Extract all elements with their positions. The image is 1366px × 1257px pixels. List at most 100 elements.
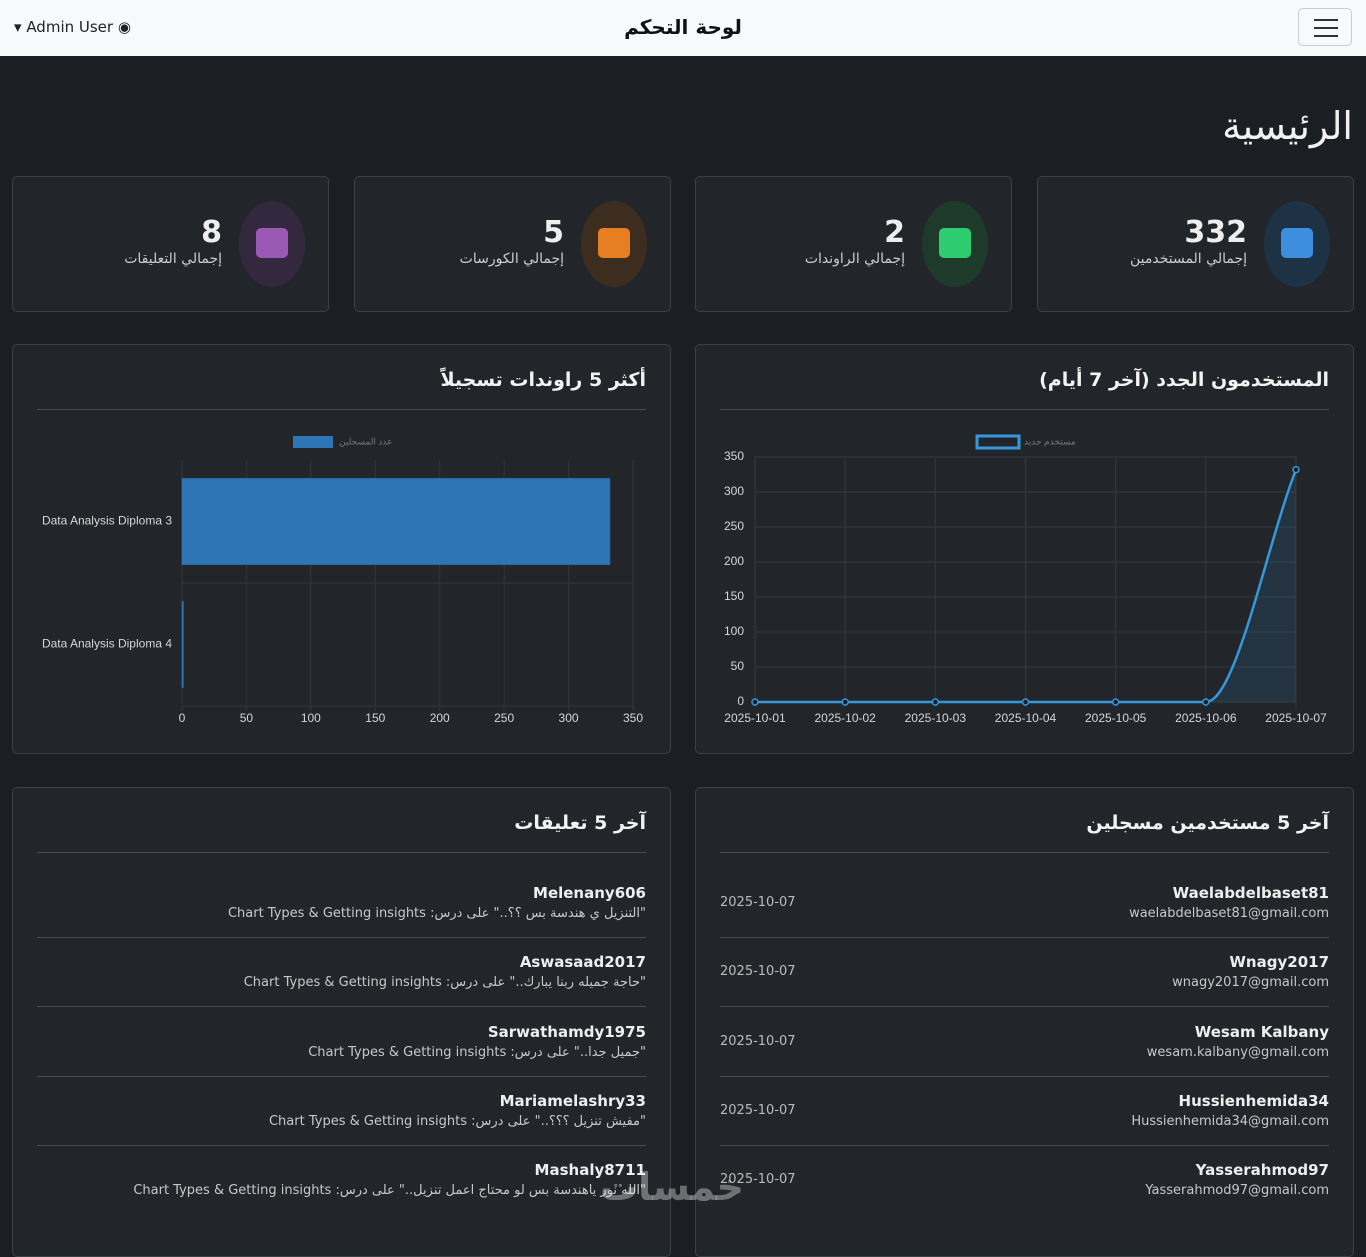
y-tick-label: 200 [724,554,744,568]
y-tick-label: Data Analysis Diploma 3 [42,514,172,528]
y-tick-label: Data Analysis Diploma 4 [42,637,172,651]
user-name[interactable]: Admin User [26,18,114,36]
chart-card: أكثر 5 راوندات تسجيلاً عدد المسجلين 0 50 100… [12,344,671,754]
x-tick-label: 2025-10-07 [1265,711,1327,725]
x-tick-label: 300 [559,711,579,725]
y-tick-label: 50 [731,659,745,673]
chart: عدد المسجلين 0 50 100 150 200 250 300 350 Data An… [42,436,643,725]
bar [181,600,184,689]
point [751,698,759,706]
chart-title: المستخدمون الجدد (آخر 7 أيام) [1039,369,1329,391]
row-date: 2025-10-07 [720,1033,796,1049]
stat-value: 5 [543,215,564,250]
row-name: Wnagy2017 [1229,953,1329,972]
row-detail: "حاجة جميله ربنا يبارك.." على درس: Chart… [243,975,646,991]
menu-toggle[interactable] [1298,8,1352,46]
row-name: Wesam Kalbany [1194,1022,1329,1041]
x-tick-label: 2025-10-02 [814,711,876,725]
x-tick-label: 2025-10-03 [905,711,967,725]
point [1202,698,1210,706]
chart-card: المستخدمون الجدد (آخر 7 أيام) مستخدم جديد… [695,344,1354,754]
stat-icon [581,201,647,287]
stat-value: 2 [884,215,905,250]
stat-card: 2 إجمالي الراوندات [695,176,1012,312]
point [1292,465,1300,474]
y-tick-label: 100 [724,624,744,638]
line-area [755,469,1296,702]
y-tick-label: 250 [724,519,744,533]
stat-label: إجمالي المستخدمين [1129,251,1247,267]
divider [720,852,1329,853]
point [931,698,940,706]
point [1021,698,1030,706]
x-tick-label: 100 [301,711,321,725]
row-detail: waelabdelbaset81@gmail.com [1129,906,1329,921]
stat-label: إجمالي الراوندات [804,251,905,267]
stat-icon [239,201,305,287]
y-tick-label: 0 [737,694,744,708]
legend-label: عدد المسجلين [339,436,392,447]
legend-label: مستخدم جديد [1024,436,1076,447]
page-title: الرئيسية [1222,104,1353,148]
row-name: Hussienhemida34 [1178,1091,1329,1110]
row-name: Melenany606 [533,884,646,902]
navbar: ▾ Admin User ◉ لوحة التحكم [0,0,1366,56]
row-detail: "جميل جدا.." على درس: Chart Types & Gett… [308,1044,646,1060]
stat-label: إجمالي التعليقات [124,251,222,267]
stat-icon-glyph [1281,228,1313,258]
stat-icon [1264,201,1330,287]
divider [720,409,1329,410]
row-date: 2025-10-07 [720,964,796,980]
stat-icon-glyph [939,228,971,258]
stat-icon [922,201,988,287]
row-name: Yasserahmod97 [1195,1161,1329,1180]
user-menu[interactable]: ▾ Admin User ◉ [14,18,131,36]
bar [181,477,611,566]
point [1111,698,1120,706]
x-tick-label: 2025-10-06 [1175,711,1237,725]
y-tick-label: 350 [724,449,744,463]
x-tick-label: 2025-10-04 [995,711,1057,725]
stat-label: إجمالي الكورسات [459,251,564,267]
x-tick-label: 200 [430,711,450,725]
chart: مستخدم جديد 0 50 100 150 200 250 300 350 2025-10-… [724,434,1327,725]
x-tick-label: 2025-10-05 [1085,711,1147,725]
stat-card: 8 إجمالي التعليقات [12,176,329,312]
x-tick-label: 150 [365,711,385,725]
chart-title: أكثر 5 راوندات تسجيلاً [440,369,646,391]
row-detail: "الله نور ياهندسة بس لو محتاج اعمل تنزيل… [133,1183,646,1199]
stat-icon-glyph [256,228,288,258]
y-tick-label: 300 [724,484,744,498]
stat-value: 332 [1184,215,1247,250]
row-detail: wesam.kalbany@gmail.com [1146,1044,1329,1060]
stat-icon-glyph [598,228,630,258]
stat-card: 332 إجمالي المستخدمين [1037,176,1354,312]
divider [37,1006,646,1008]
x-tick-label: 0 [179,711,186,725]
row-name: Mashaly8711 [534,1161,646,1180]
watermark: خمسات [600,1165,744,1209]
point [841,698,849,706]
legend-swatch [975,434,1021,450]
row-name: Aswasaad2017 [519,953,646,972]
x-tick-label: 350 [623,711,643,725]
x-tick-label: 50 [240,711,254,725]
divider [720,1144,1329,1146]
stat-card: 5 إجمالي الكورسات [354,176,671,312]
x-tick-label: 250 [494,711,514,725]
divider [720,937,1329,938]
row-name: Sarwathamdy1975 [487,1022,646,1041]
divider [720,1006,1329,1008]
row-name: Waelabdelbaset81 [1172,884,1329,902]
row-detail: "التنزيل ي هندسة بس ؟؟.." على درس: Chart… [227,906,646,921]
row-detail: wnagy2017@gmail.com [1172,975,1329,991]
x-tick-label: 2025-10-01 [724,711,786,725]
stat-value: 8 [201,215,222,250]
divider [720,1075,1329,1077]
row-detail: Hussienhemida34@gmail.com [1131,1113,1329,1129]
divider [37,1144,646,1146]
divider [37,937,646,938]
row-name: Mariamelashry33 [499,1091,646,1110]
list-title: آخر 5 مستخدمين مسجلين [1086,812,1329,834]
